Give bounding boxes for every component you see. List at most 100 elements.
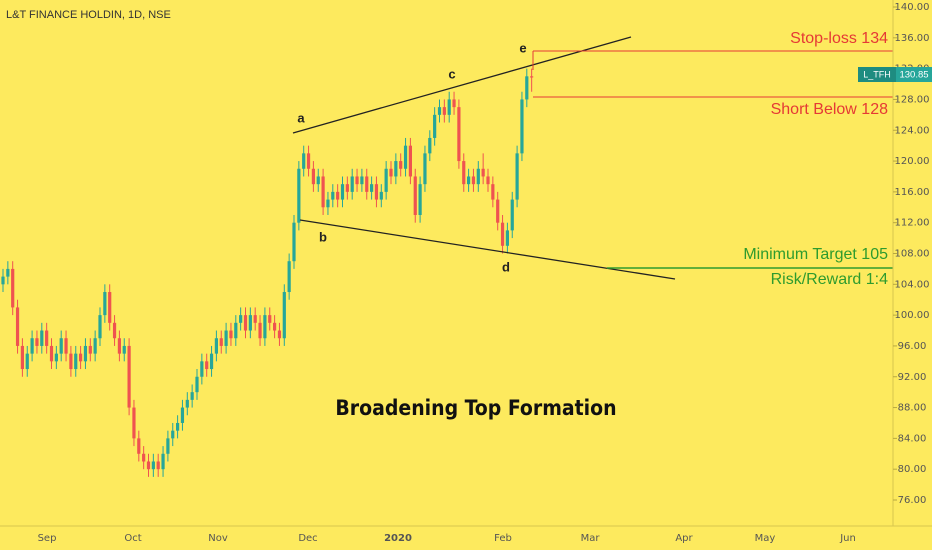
point-label: c <box>448 66 455 81</box>
candle-body <box>83 345 88 362</box>
candle-body <box>30 338 34 354</box>
candle-body <box>88 345 92 354</box>
pattern-label: Broadening Top Formation <box>335 396 616 420</box>
y-tick-label: 140.00 <box>895 2 930 13</box>
x-tick-label: Feb <box>494 533 512 544</box>
x-tick-label: Dec <box>298 533 317 544</box>
candle-body <box>389 168 393 177</box>
candle-body <box>59 338 63 354</box>
candle-body <box>224 330 228 346</box>
y-tick-label: 80.00 <box>898 464 927 475</box>
x-tick-label: 2020 <box>384 533 412 544</box>
candle-body <box>496 199 500 223</box>
candle-body <box>146 461 151 470</box>
candle-body <box>452 99 456 108</box>
candle-body <box>510 199 514 231</box>
y-tick-label: 116.00 <box>895 187 930 198</box>
candle-body <box>306 153 311 169</box>
x-tick-label: Oct <box>124 533 141 544</box>
candle-body <box>209 353 214 370</box>
candle-body <box>35 338 39 346</box>
candle-body <box>433 114 437 138</box>
candle-body <box>103 292 107 316</box>
candle-body <box>117 338 121 354</box>
candle-body <box>297 168 301 223</box>
candle-body <box>403 145 408 169</box>
y-tick-label: 108.00 <box>895 249 930 260</box>
candle-body <box>258 322 262 339</box>
candle-body <box>200 361 204 377</box>
candle-body <box>161 453 165 470</box>
candle-body <box>447 99 451 115</box>
candle-body <box>132 407 136 439</box>
candle-body <box>476 168 480 185</box>
candle-body <box>350 176 354 192</box>
candle-body <box>345 184 349 192</box>
candle-body <box>505 230 509 246</box>
x-tick-label: May <box>755 533 776 544</box>
candle-body <box>442 107 446 115</box>
candles <box>1 68 534 477</box>
candle-body <box>112 322 117 339</box>
candle-body <box>413 176 417 215</box>
y-tick-label: 120.00 <box>895 156 930 167</box>
candle-body <box>384 168 388 192</box>
candle-body <box>190 392 194 400</box>
candle-body <box>11 268 15 308</box>
candle-body <box>176 422 180 431</box>
y-tick-label: 96.00 <box>898 341 927 352</box>
candle-body <box>214 338 218 354</box>
candle-body <box>1 276 5 285</box>
candle-body <box>311 168 315 185</box>
candle-body <box>360 176 364 185</box>
y-tick-label: 124.00 <box>895 125 930 136</box>
candle-body <box>45 330 49 346</box>
candle-body <box>467 176 471 185</box>
chart-title: L&T FINANCE HOLDIN, 1D, NSE <box>6 9 171 21</box>
y-tick-label: 84.00 <box>898 433 927 444</box>
candle-body <box>515 153 519 200</box>
candle-body <box>142 453 146 462</box>
candle-body <box>287 261 291 293</box>
candle-body <box>462 161 466 185</box>
candle-body <box>219 338 223 346</box>
candle-body <box>428 137 432 154</box>
y-tick-label: 136.00 <box>895 33 930 44</box>
point-label: a <box>297 110 305 125</box>
candle-body <box>49 345 54 362</box>
candle-body <box>40 330 44 346</box>
candle-body <box>151 461 155 470</box>
candle-body <box>127 345 131 408</box>
candle-body <box>171 430 175 439</box>
candle-body <box>93 338 97 354</box>
short-label: Short Below 128 <box>771 101 889 118</box>
symbol-tag: L_TFH <box>863 69 891 79</box>
candle-body <box>520 99 524 154</box>
candle-body <box>54 353 58 362</box>
candle-body <box>234 322 238 339</box>
candle-body <box>268 315 272 323</box>
candle-body <box>277 330 282 339</box>
rr-label: Risk/Reward 1:4 <box>771 271 888 288</box>
candle-body <box>273 322 277 331</box>
candle-body <box>25 353 29 370</box>
candle-body <box>15 307 20 346</box>
candle-body <box>6 268 10 277</box>
last-price: 130.85 <box>899 70 928 81</box>
candle-body <box>180 407 185 423</box>
y-tick-label: 100.00 <box>895 310 930 321</box>
candle-body <box>340 184 345 200</box>
candle-body <box>239 315 243 323</box>
candle-body <box>292 222 296 262</box>
candle-body <box>530 76 534 78</box>
candle-body <box>365 176 369 192</box>
x-tick-label: Jun <box>839 533 856 544</box>
candle-body <box>481 168 485 177</box>
candle-body <box>229 330 233 339</box>
candle-body <box>195 376 199 393</box>
point-label: d <box>502 259 510 274</box>
candle-body <box>282 292 286 339</box>
y-tick-label: 104.00 <box>895 279 930 290</box>
symbol-tag-box <box>858 67 896 82</box>
